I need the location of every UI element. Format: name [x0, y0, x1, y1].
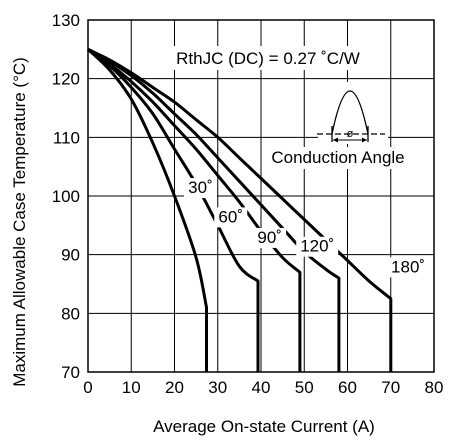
series-label: 30˚: [188, 178, 213, 197]
series-label: 90˚: [257, 228, 282, 247]
y-tick-label: 120: [52, 70, 80, 89]
series-label-bg: [183, 178, 217, 199]
x-tick-label: 20: [165, 378, 184, 397]
plot-frame: [87, 19, 435, 373]
x-tick-label: 70: [381, 378, 400, 397]
x-tick-label: 0: [83, 378, 92, 397]
conduction-annotation-bg: [262, 147, 414, 169]
series-label: 180˚: [391, 257, 425, 276]
conduction-angle-icon: ø: [317, 82, 388, 144]
series-label-bg: [253, 227, 287, 248]
series-label-bg: [387, 257, 430, 278]
y-axis-label: Maximum Allowable Case Temperature (°C): [10, 57, 29, 387]
x-axis-label: Average On-state Current (A): [153, 417, 375, 436]
grid: [88, 20, 434, 372]
y-tick-label: 130: [52, 11, 80, 30]
y-tick-label: 100: [52, 187, 80, 206]
x-tick-label: 10: [122, 378, 141, 397]
rth-annotation: RthJC (DC) = 0.27 ˚C/W: [176, 49, 360, 68]
conduction-annotation: Conduction Angle: [271, 148, 404, 167]
y-tick-label: 110: [53, 128, 80, 147]
y-tick-label: 90: [61, 246, 80, 265]
series-labels: 30˚ 60˚ 90˚ 120˚ 180˚: [183, 178, 430, 278]
x-tick-label: 80: [425, 378, 444, 397]
y-tick-label: 80: [61, 304, 80, 323]
series-label-bg: [296, 236, 339, 257]
x-tick-label: 30: [208, 378, 227, 397]
x-tick-label: 60: [338, 378, 357, 397]
series-curve: [87, 47, 393, 372]
rth-annotation-bg: [170, 46, 366, 70]
series-label-bg: [214, 207, 248, 228]
series-label: 60˚: [218, 207, 243, 226]
series-curve: [86, 48, 208, 372]
series-label: 120˚: [300, 237, 334, 256]
phi-label: ø: [347, 128, 354, 140]
y-tick-label: 70: [61, 363, 80, 382]
tick-labels: 0 10 20 30 40 50 60 70 80 70 80 90 100 110 120 130: [52, 11, 444, 397]
x-tick-label: 50: [295, 378, 314, 397]
x-tick-label: 40: [252, 378, 271, 397]
series-curve: [87, 48, 260, 372]
